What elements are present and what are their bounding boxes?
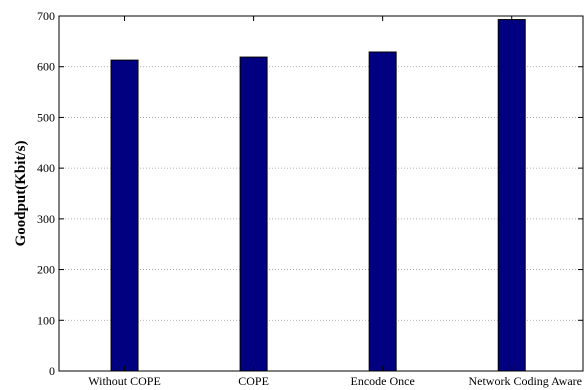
bar xyxy=(239,56,268,372)
y-tick-label: 200 xyxy=(37,263,55,277)
y-tick-label: 0 xyxy=(49,364,55,378)
bar xyxy=(110,59,139,372)
bars xyxy=(110,19,526,372)
y-tick-label: 300 xyxy=(37,212,55,226)
bar xyxy=(497,19,526,372)
grid-lines xyxy=(59,66,583,321)
x-tick-label: Without COPE xyxy=(88,374,161,388)
x-tick-label: Encode Once xyxy=(351,374,415,388)
y-axis-title: Goodput(Kbit/s) xyxy=(13,141,29,247)
y-tick-label: 500 xyxy=(37,110,55,124)
y-tick-label: 600 xyxy=(37,60,55,74)
y-tick-labels: 0 100 200 300 400 500 600 700 xyxy=(37,9,55,378)
y-tick-label: 700 xyxy=(37,9,55,23)
x-tick-label: Network Coding Aware xyxy=(468,374,582,388)
x-tick-label: COPE xyxy=(238,374,269,388)
bar xyxy=(368,51,397,372)
y-tick-label: 400 xyxy=(37,161,55,175)
plot-frame xyxy=(58,15,584,372)
x-tick-labels: Without COPE COPE Encode Once Network Codin… xyxy=(88,374,582,388)
axes-box xyxy=(58,15,584,372)
y-tick-label: 100 xyxy=(37,313,55,327)
